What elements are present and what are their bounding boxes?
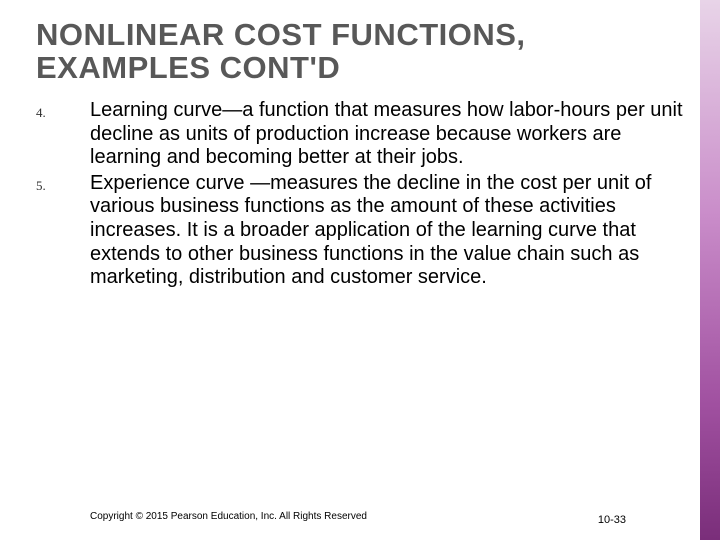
- page-number: 10-33: [598, 514, 626, 526]
- list-number: 4.: [36, 99, 90, 121]
- slide-title: NONLINEAR COST FUNCTIONS, EXAMPLES CONT'…: [36, 18, 684, 85]
- side-gradient-decoration: [700, 0, 720, 540]
- list-text: Learning curve—a function that measures …: [90, 99, 684, 170]
- list-text: Experience curve —measures the decline i…: [90, 172, 684, 290]
- slide-container: NONLINEAR COST FUNCTIONS, EXAMPLES CONT'…: [0, 0, 720, 540]
- copyright-text: Copyright © 2015 Pearson Education, Inc.…: [90, 511, 684, 522]
- list-item: 4. Learning curve—a function that measur…: [36, 99, 684, 170]
- list-item: 5. Experience curve —measures the declin…: [36, 172, 684, 290]
- list-number: 5.: [36, 172, 90, 194]
- content-list: 4. Learning curve—a function that measur…: [36, 99, 684, 290]
- footer: Copyright © 2015 Pearson Education, Inc.…: [90, 511, 684, 522]
